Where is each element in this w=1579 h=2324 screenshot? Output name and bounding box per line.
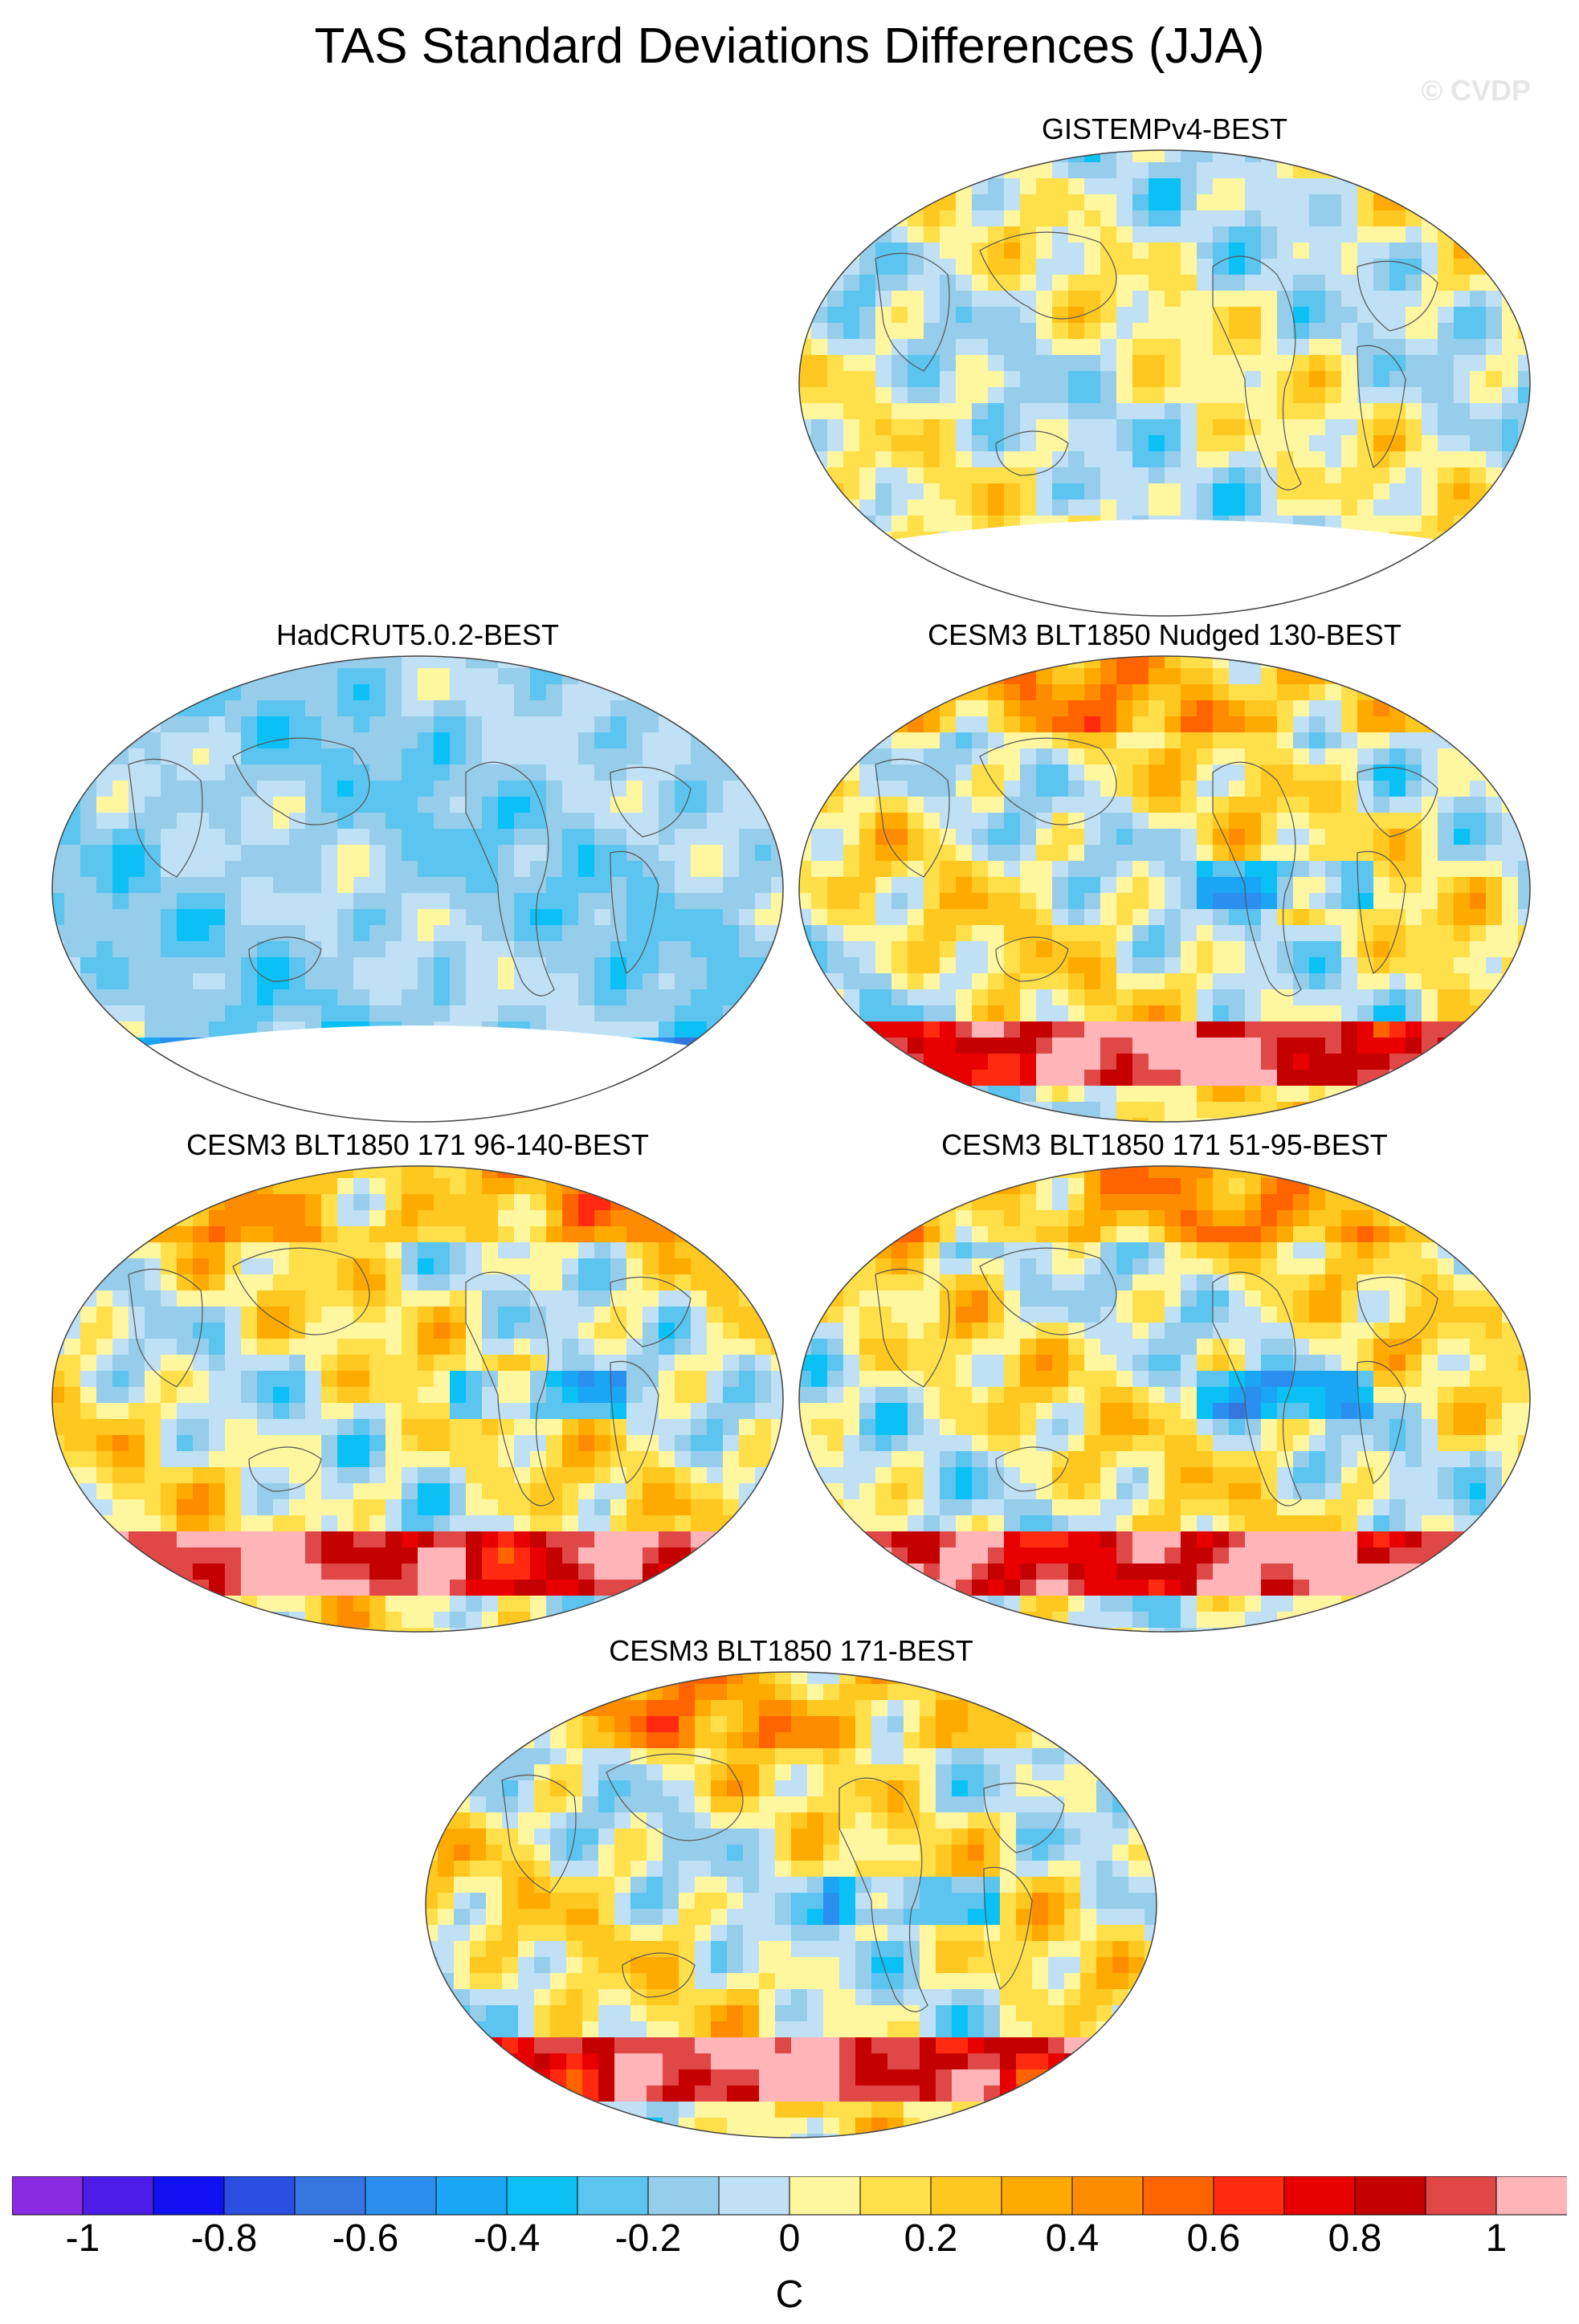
panel-title: CESM3 BLT1850 171 96-140-BEST bbox=[186, 1128, 649, 1161]
colorbar-tick-label: 0 bbox=[778, 2217, 801, 2260]
map-border bbox=[425, 1671, 1157, 2138]
panel-title: CESM3 BLT1850 Nudged 130-BEST bbox=[928, 618, 1402, 651]
colorbar-swatch bbox=[1213, 2175, 1285, 2216]
missing-data-mask bbox=[96, 1025, 739, 1122]
map-border bbox=[51, 1165, 784, 1633]
robinson-map bbox=[798, 1165, 1531, 1633]
figure-title: TAS Standard Deviations Differences (JJA… bbox=[314, 18, 1265, 74]
colorbar-swatch bbox=[82, 2175, 154, 2216]
panel-title: HadCRUT5.0.2-BEST bbox=[275, 618, 560, 651]
map-field bbox=[52, 1166, 783, 1632]
colorbar-swatch bbox=[11, 2175, 84, 2216]
map-border bbox=[51, 655, 784, 1123]
colorbar-swatch bbox=[1283, 2175, 1356, 2216]
missing-data-mask bbox=[843, 520, 1486, 616]
colorbar-swatch bbox=[718, 2175, 790, 2216]
colorbar-tick-label: 0.6 bbox=[1186, 2217, 1241, 2260]
colorbar-tick-label: 0.8 bbox=[1328, 2217, 1382, 2260]
robinson-map bbox=[798, 655, 1531, 1123]
colorbar-swatch bbox=[153, 2175, 225, 2216]
map-border bbox=[798, 1165, 1531, 1633]
colorbar-swatch bbox=[647, 2175, 720, 2216]
map-field bbox=[799, 1166, 1530, 1632]
colorbar-tick-label: 0.2 bbox=[904, 2217, 958, 2260]
robinson-map bbox=[425, 1671, 1157, 2138]
map-panel-gistemp: GISTEMPv4-BEST bbox=[795, 112, 1534, 618]
map-field bbox=[799, 656, 1530, 1122]
colorbar-tick-label: -0.8 bbox=[190, 2217, 258, 2260]
colorbar-swatch bbox=[789, 2175, 861, 2216]
map-field bbox=[426, 1672, 1157, 2138]
colorbar-swatches bbox=[11, 2175, 1568, 2216]
colorbar-swatch bbox=[294, 2175, 366, 2216]
colorbar-swatch bbox=[1142, 2175, 1214, 2216]
colorbar-swatch bbox=[1001, 2175, 1073, 2216]
panel-title: GISTEMPv4-BEST bbox=[1041, 112, 1288, 145]
map-panel-51-95: CESM3 BLT1850 171 51-95-BEST bbox=[795, 1128, 1534, 1634]
map-field bbox=[799, 150, 1530, 616]
robinson-map bbox=[798, 149, 1531, 617]
coastlines bbox=[128, 737, 692, 997]
map-panel-hadcrut: HadCRUT5.0.2-BEST bbox=[48, 618, 787, 1124]
panel-title: CESM3 BLT1850 171 51-95-BEST bbox=[941, 1128, 1388, 1161]
colorbar-swatch bbox=[930, 2175, 1002, 2216]
colorbar-swatch bbox=[1354, 2175, 1426, 2216]
colorbar-swatch bbox=[1495, 2175, 1568, 2216]
panel-title: CESM3 BLT1850 171-BEST bbox=[609, 1634, 973, 1667]
coastlines bbox=[875, 737, 1438, 997]
colorbar-swatch bbox=[1071, 2175, 1144, 2216]
colorbar bbox=[11, 2175, 1568, 2220]
colorbar-swatch bbox=[506, 2175, 578, 2216]
coastlines bbox=[875, 1247, 1438, 1507]
colorbar-tick-label: -1 bbox=[65, 2217, 100, 2260]
colorbar-tick-label: -0.6 bbox=[332, 2217, 399, 2260]
colorbar-swatch bbox=[1425, 2175, 1497, 2216]
colorbar-swatch bbox=[365, 2175, 437, 2216]
map-field bbox=[52, 656, 783, 1122]
colorbar-tick-label: 1 bbox=[1485, 2217, 1508, 2260]
coastlines bbox=[128, 1247, 692, 1507]
colorbar-swatch bbox=[577, 2175, 649, 2216]
map-border bbox=[798, 149, 1531, 617]
coastlines bbox=[501, 1753, 1065, 2012]
robinson-map bbox=[51, 1165, 784, 1633]
colorbar-swatch bbox=[859, 2175, 932, 2216]
map-panel-171: CESM3 BLT1850 171-BEST bbox=[422, 1634, 1161, 2140]
coastlines bbox=[875, 231, 1438, 491]
watermark: © CVDP bbox=[1421, 74, 1531, 107]
robinson-map bbox=[51, 655, 784, 1123]
colorbar-tick-label: 0.4 bbox=[1045, 2217, 1100, 2260]
colorbar-swatch bbox=[435, 2175, 508, 2216]
colorbar-unit: C bbox=[775, 2273, 804, 2316]
map-panel-nudged: CESM3 BLT1850 Nudged 130-BEST bbox=[795, 618, 1534, 1124]
colorbar-tick-label: -0.4 bbox=[473, 2217, 541, 2260]
colorbar-tick-label: -0.2 bbox=[614, 2217, 682, 2260]
map-panel-96-140: CESM3 BLT1850 171 96-140-BEST bbox=[48, 1128, 787, 1634]
map-border bbox=[798, 655, 1531, 1123]
colorbar-swatch bbox=[223, 2175, 296, 2216]
